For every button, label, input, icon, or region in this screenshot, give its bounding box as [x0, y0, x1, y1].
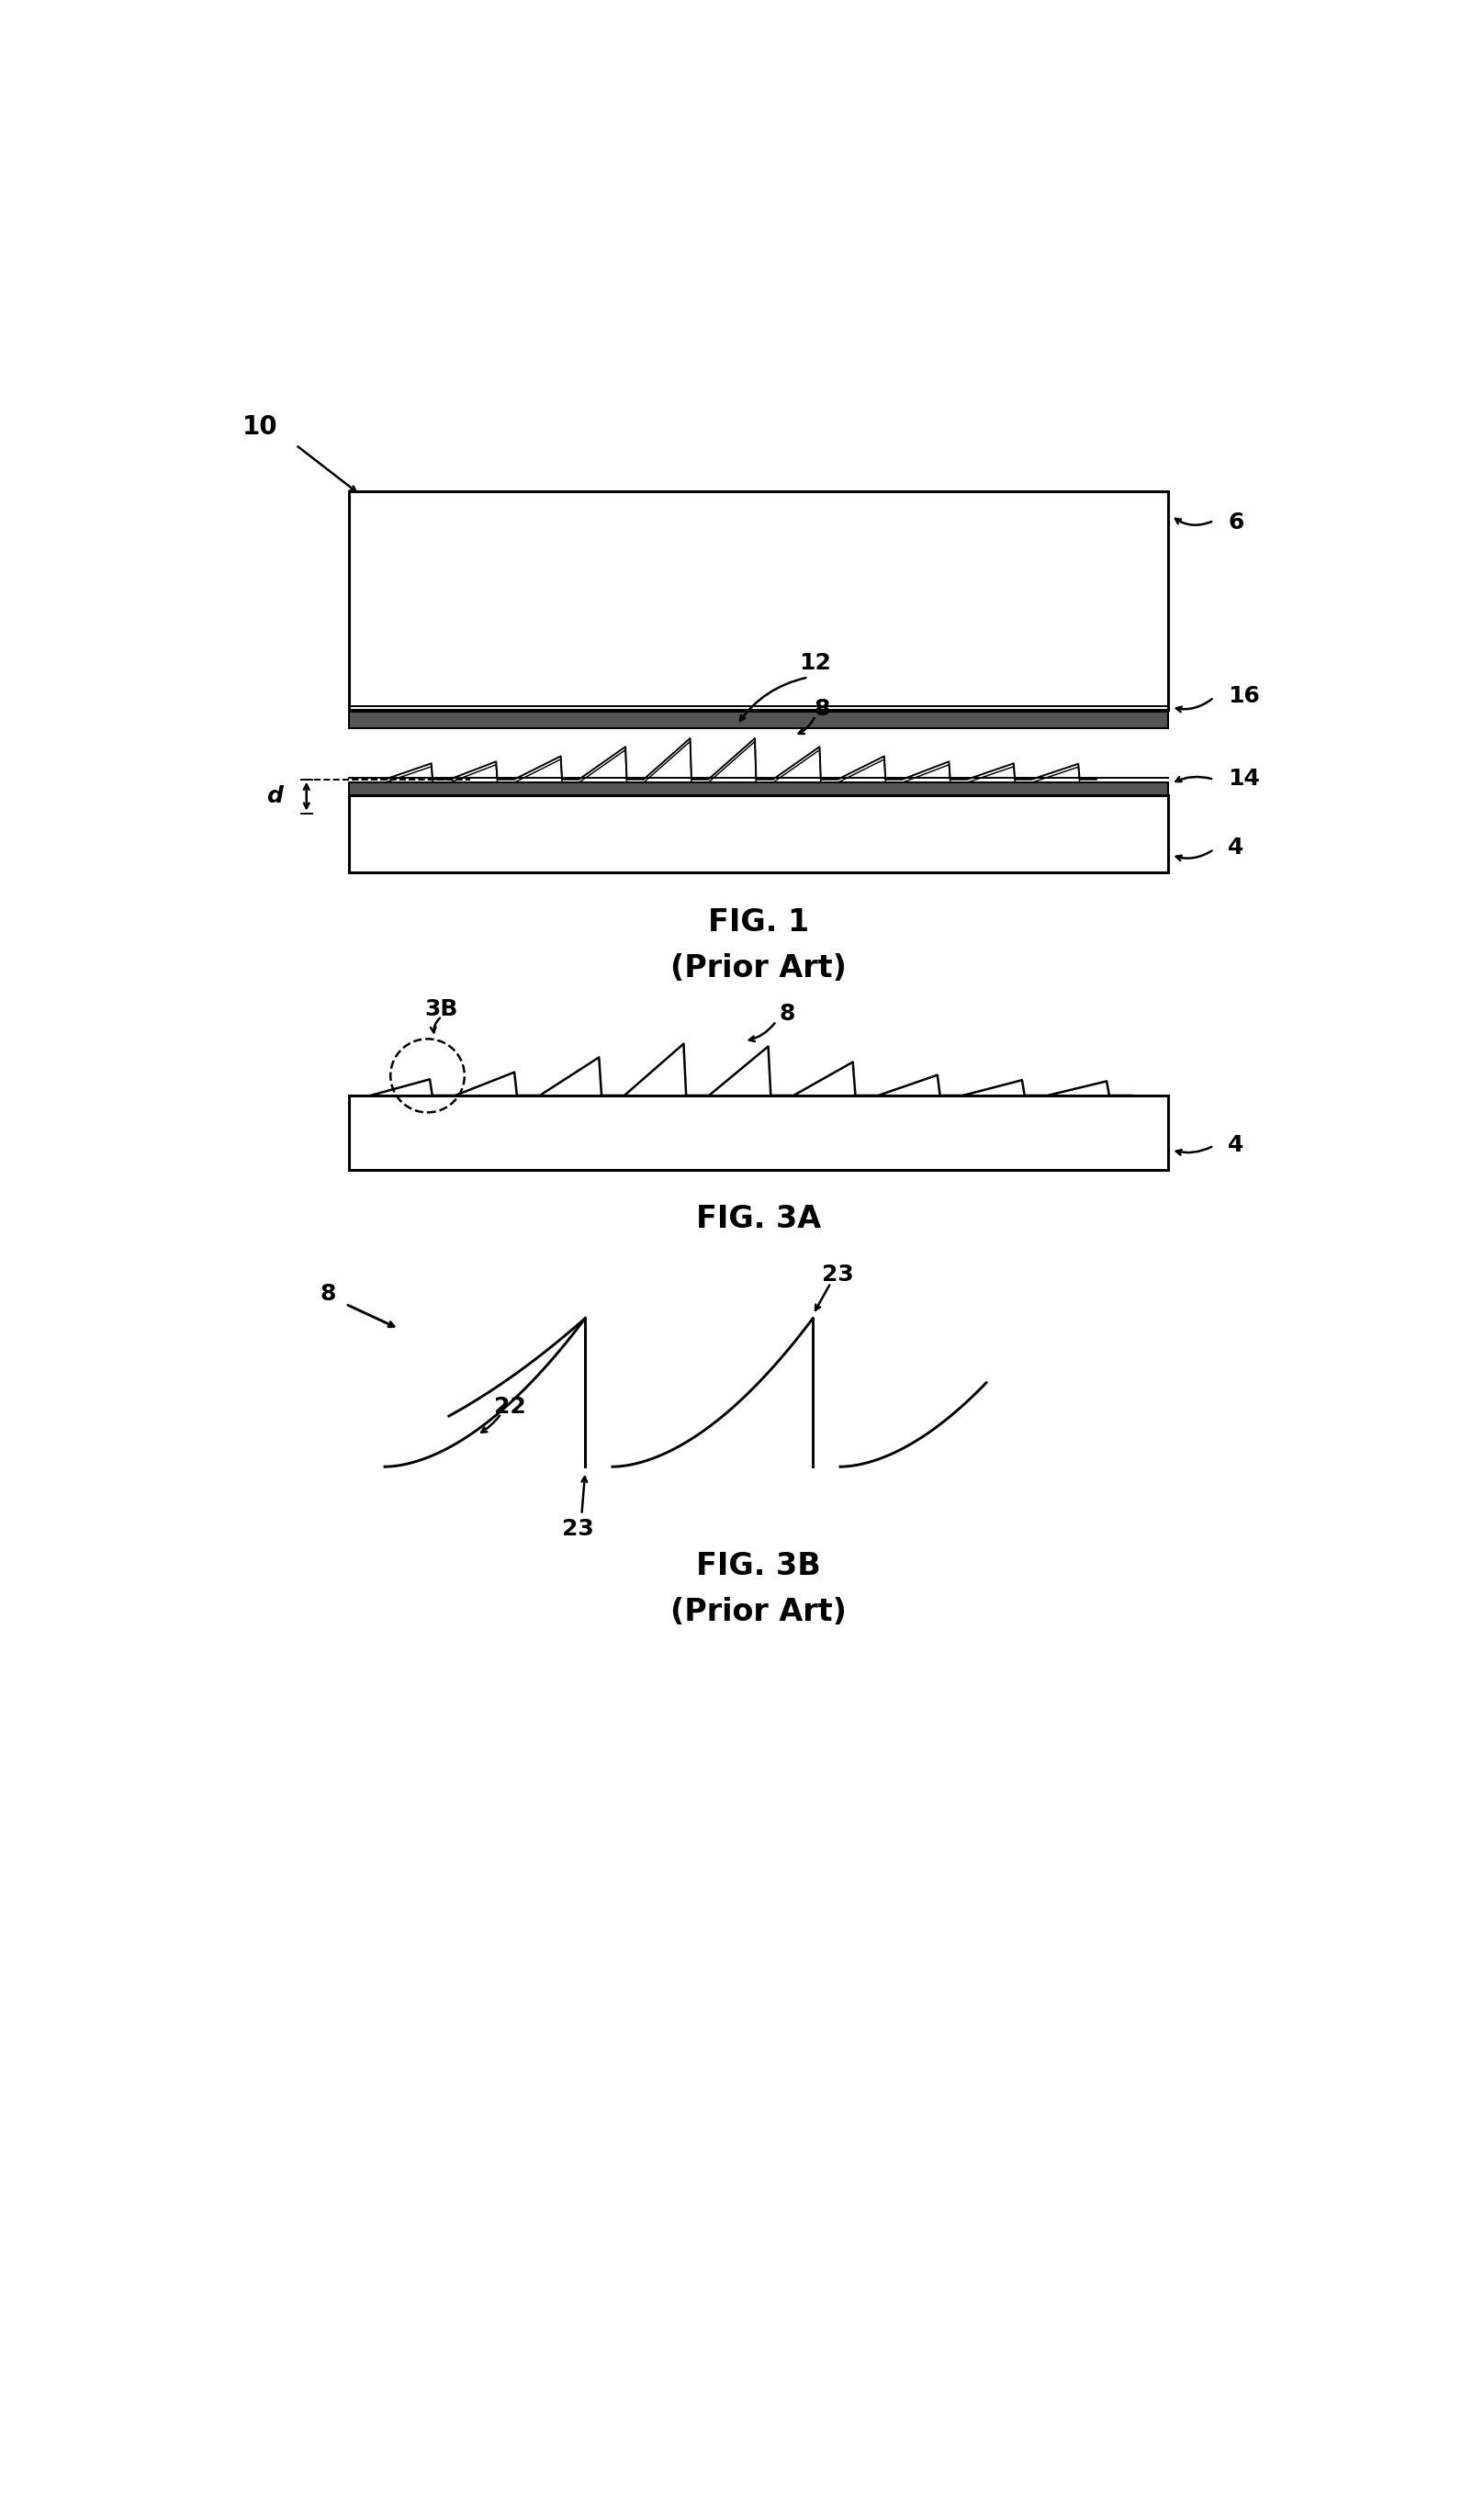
Text: (Prior Art): (Prior Art) [671, 952, 846, 982]
Text: 8: 8 [779, 1002, 795, 1025]
Bar [349, 1095, 1168, 1170]
Text: (Prior Art): (Prior Art) [671, 1596, 846, 1626]
Text: FIG. 3A: FIG. 3A [696, 1203, 821, 1235]
Bar [349, 712, 1168, 727]
Bar [349, 491, 1168, 709]
Text: FIG. 1: FIG. 1 [708, 907, 809, 937]
Text: 4: 4 [1229, 1133, 1244, 1155]
Text: 23: 23 [822, 1263, 853, 1286]
Bar [349, 782, 1168, 794]
Text: 8: 8 [815, 697, 831, 719]
Text: 4: 4 [1229, 837, 1244, 860]
Text: 8: 8 [321, 1283, 335, 1306]
Text: FIG. 3B: FIG. 3B [696, 1551, 821, 1581]
Text: 23: 23 [562, 1519, 594, 1539]
Text: 10: 10 [242, 413, 278, 441]
Text: 22: 22 [494, 1396, 527, 1418]
Text: d: d [266, 784, 282, 807]
Text: 6: 6 [1229, 511, 1244, 534]
Text: 12: 12 [800, 652, 831, 674]
Bar [349, 794, 1168, 872]
Text: 3B: 3B [424, 997, 459, 1020]
Text: 16: 16 [1229, 684, 1260, 707]
Text: 14: 14 [1229, 767, 1260, 789]
